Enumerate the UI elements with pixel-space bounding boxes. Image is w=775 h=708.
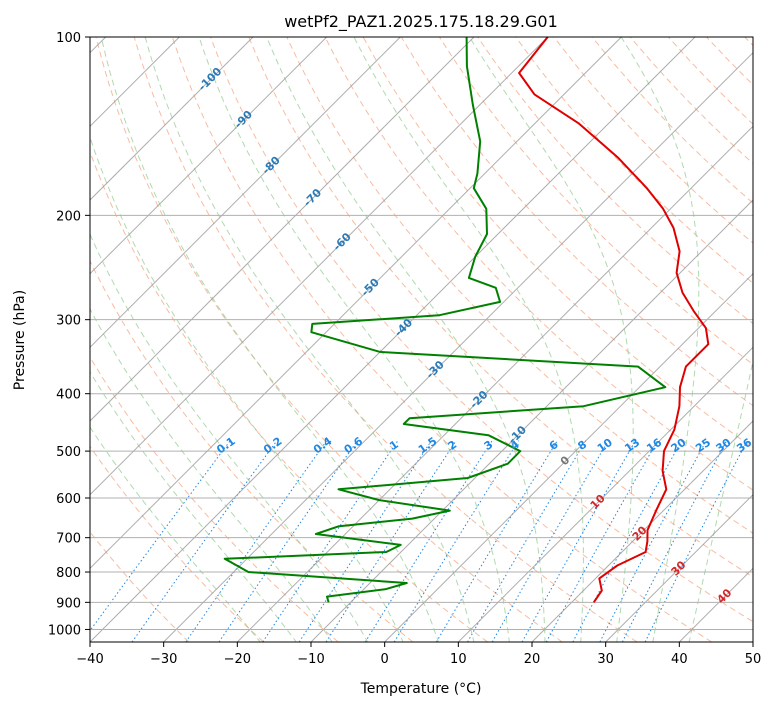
dry-adiabat <box>171 37 712 642</box>
dry-adiabat <box>90 259 414 642</box>
dewpoint-profile-line <box>223 37 667 603</box>
moist-adiabat <box>90 232 369 642</box>
moist-adiabat <box>266 37 546 642</box>
mixing-ratio-line <box>90 440 231 632</box>
mixing-ratio-line <box>185 440 328 642</box>
isotherm-line <box>457 346 753 642</box>
isotherm-line <box>90 37 254 201</box>
mixing-ratio-line <box>467 440 587 642</box>
y-tick-label: 700 <box>56 532 81 547</box>
x-tick-label: −20 <box>224 652 251 667</box>
dry-adiabat <box>90 356 339 642</box>
isotherm-line <box>605 493 753 642</box>
plot-background <box>90 37 753 642</box>
mixing-ratio-line <box>325 440 457 642</box>
isotherm-line <box>236 125 753 642</box>
dry-adiabat <box>286 37 753 534</box>
dry-adiabat <box>248 37 753 578</box>
x-tick-label: 50 <box>745 652 762 667</box>
y-tick-label: 300 <box>56 314 81 329</box>
dry-adiabat <box>210 37 753 623</box>
isotherm-line <box>531 420 753 642</box>
mixing-ratio-line <box>131 440 278 642</box>
x-tick-label: 40 <box>671 652 688 667</box>
mixing-ratio-line <box>298 440 432 642</box>
isotherm-line <box>90 37 549 496</box>
dry-adiabat <box>324 37 753 491</box>
x-tick-label: 0 <box>381 652 389 667</box>
mixing-ratio-line <box>364 440 493 642</box>
mixing-ratio-line <box>521 440 637 642</box>
dry-adiabat <box>95 37 563 642</box>
mixing-ratio-line <box>572 440 683 642</box>
isotherm-line <box>90 37 401 349</box>
moist-adiabat <box>100 37 440 642</box>
isotherm-line <box>90 37 475 422</box>
isotherm-line <box>310 199 753 642</box>
moist-adiabat <box>90 370 297 642</box>
dry-adiabat <box>90 445 264 642</box>
moist-adiabat <box>90 135 404 642</box>
isotherm-line <box>752 641 753 642</box>
isotherm-line <box>90 37 622 570</box>
y-tick-label: 900 <box>56 596 81 611</box>
mixing-ratio-line <box>644 440 748 642</box>
dry-adiabat <box>515 37 753 284</box>
y-tick-label: 500 <box>56 445 81 460</box>
y-tick-label: 400 <box>56 388 81 403</box>
moist-adiabat <box>90 308 333 642</box>
x-tick-label: 30 <box>597 652 614 667</box>
moist-adiabat <box>90 426 261 642</box>
chart-title: wetPf2_PAZ1.2025.175.18.29.G01 <box>284 12 558 32</box>
x-tick-label: −30 <box>150 652 177 667</box>
x-tick-label: −10 <box>297 652 324 667</box>
y-axis-label: Pressure (hPa) <box>12 290 28 390</box>
dry-adiabat <box>133 37 638 642</box>
moist-adiabat <box>620 37 700 642</box>
y-tick-label: 200 <box>56 209 81 224</box>
x-tick-label: 10 <box>450 652 467 667</box>
x-tick-label: 20 <box>524 652 541 667</box>
moist-adiabat <box>144 37 475 642</box>
x-tick-label: −40 <box>76 652 103 667</box>
mixing-ratio-line <box>435 440 558 642</box>
moist-adiabat <box>469 37 634 642</box>
isotherm-line <box>163 51 753 642</box>
plot-frame <box>89 36 754 643</box>
mixing-ratio-line <box>262 440 399 642</box>
moist-adiabat <box>198 37 510 642</box>
x-axis-label: Temperature (°C) <box>360 681 482 697</box>
isotherm-line <box>90 37 328 275</box>
y-tick-label: 1000 <box>48 623 81 638</box>
moist-adiabat <box>688 358 753 642</box>
mixing-ratio-line <box>491 440 609 642</box>
y-tick-label: 600 <box>56 492 81 507</box>
temperature-profile-line <box>518 37 710 603</box>
isotherm-line <box>384 272 753 642</box>
y-tick-label: 100 <box>56 31 81 46</box>
y-tick-label: 800 <box>56 566 81 581</box>
mixing-ratio-line <box>545 440 659 642</box>
